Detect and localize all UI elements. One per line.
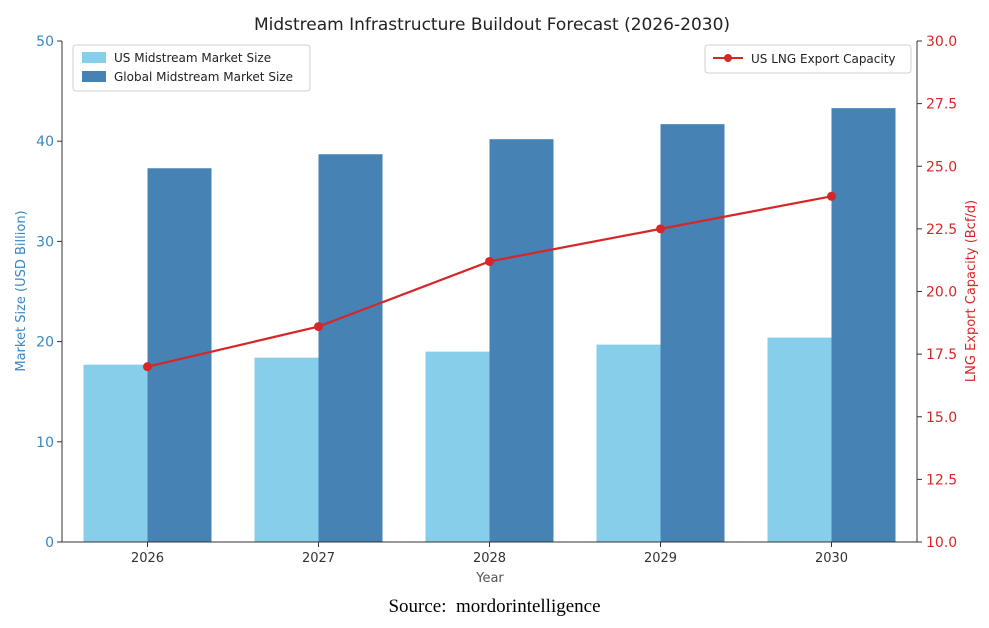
plot-area: 2026 2027 2028 2029 20300102030405010.012.51… — [36, 34, 957, 566]
point-lng-2028 — [485, 256, 494, 266]
chart-title: Midstream Infrastructure Buildout Foreca… — [254, 15, 730, 35]
y-tick-label-right-22.5: 22.5 — [926, 222, 957, 238]
x-tick-label-2027: 2027 — [302, 551, 335, 566]
point-lng-2030 — [827, 191, 836, 201]
bar-us-market-2030 — [767, 337, 832, 542]
y-axis-label-right: LNG Export Capacity (Bcf/d) — [964, 200, 979, 382]
legend-marker-lng — [724, 54, 732, 62]
point-lng-2029 — [656, 224, 665, 234]
legend-right: US LNG Export Capacity — [704, 44, 912, 74]
y-tick-label-right-27.5: 27.5 — [926, 97, 957, 113]
y-axis-label-left: Market Size (USD Billion) — [14, 210, 29, 371]
y-tick-label-right-30.0: 30.0 — [926, 34, 957, 50]
x-tick-label-2026: 2026 — [131, 551, 164, 566]
legend-frame-right — [704, 44, 912, 74]
point-lng-2026 — [143, 362, 152, 372]
y-tick-label-right-15.0: 15.0 — [926, 410, 957, 426]
bar-global-market-2027 — [318, 154, 383, 542]
y-tick-label-right-17.5: 17.5 — [926, 347, 957, 363]
x-tick-label-2030: 2030 — [815, 551, 848, 566]
x-tick-label-2029: 2029 — [644, 551, 677, 566]
bar-global-market-2029 — [660, 124, 725, 542]
legend-label-us-market: US Midstream Market Size — [114, 51, 271, 65]
legend-label-global-market: Global Midstream Market Size — [114, 70, 293, 84]
bar-global-market-2026 — [147, 168, 212, 542]
y-tick-label-left-10: 10 — [36, 435, 54, 451]
bar-global-market-2028 — [489, 139, 554, 543]
y-tick-label-right-25.0: 25.0 — [926, 159, 957, 175]
bar-us-market-2029 — [596, 344, 661, 542]
point-lng-2027 — [314, 322, 323, 332]
y-tick-label-left-40: 40 — [36, 134, 54, 150]
bar-us-market-2027 — [254, 357, 319, 542]
y-tick-label-right-10.0: 10.0 — [926, 535, 957, 551]
bar-global-market-2030 — [831, 108, 896, 542]
legend-frame-left — [72, 44, 311, 92]
x-tick-label-2028: 2028 — [473, 551, 506, 566]
bar-us-market-2026 — [83, 364, 148, 542]
legend-label-lng: US LNG Export Capacity — [751, 52, 896, 66]
y-tick-label-left-20: 20 — [36, 335, 54, 351]
y-tick-label-right-12.5: 12.5 — [926, 472, 957, 488]
y-tick-label-left-0: 0 — [45, 535, 54, 551]
legend-swatch-global-market — [82, 71, 106, 82]
bar-us-market-2028 — [425, 351, 490, 542]
x-axis-label: Year — [475, 571, 504, 586]
y-tick-label-right-20.0: 20.0 — [926, 285, 957, 301]
y-tick-label-left-50: 50 — [36, 34, 54, 50]
source-caption: Source: mordorintelligence — [388, 596, 601, 617]
legend-swatch-us-market — [82, 52, 106, 63]
legend-left: US Midstream Market Size Global Midstrea… — [72, 44, 311, 92]
y-tick-label-left-30: 30 — [36, 234, 54, 250]
